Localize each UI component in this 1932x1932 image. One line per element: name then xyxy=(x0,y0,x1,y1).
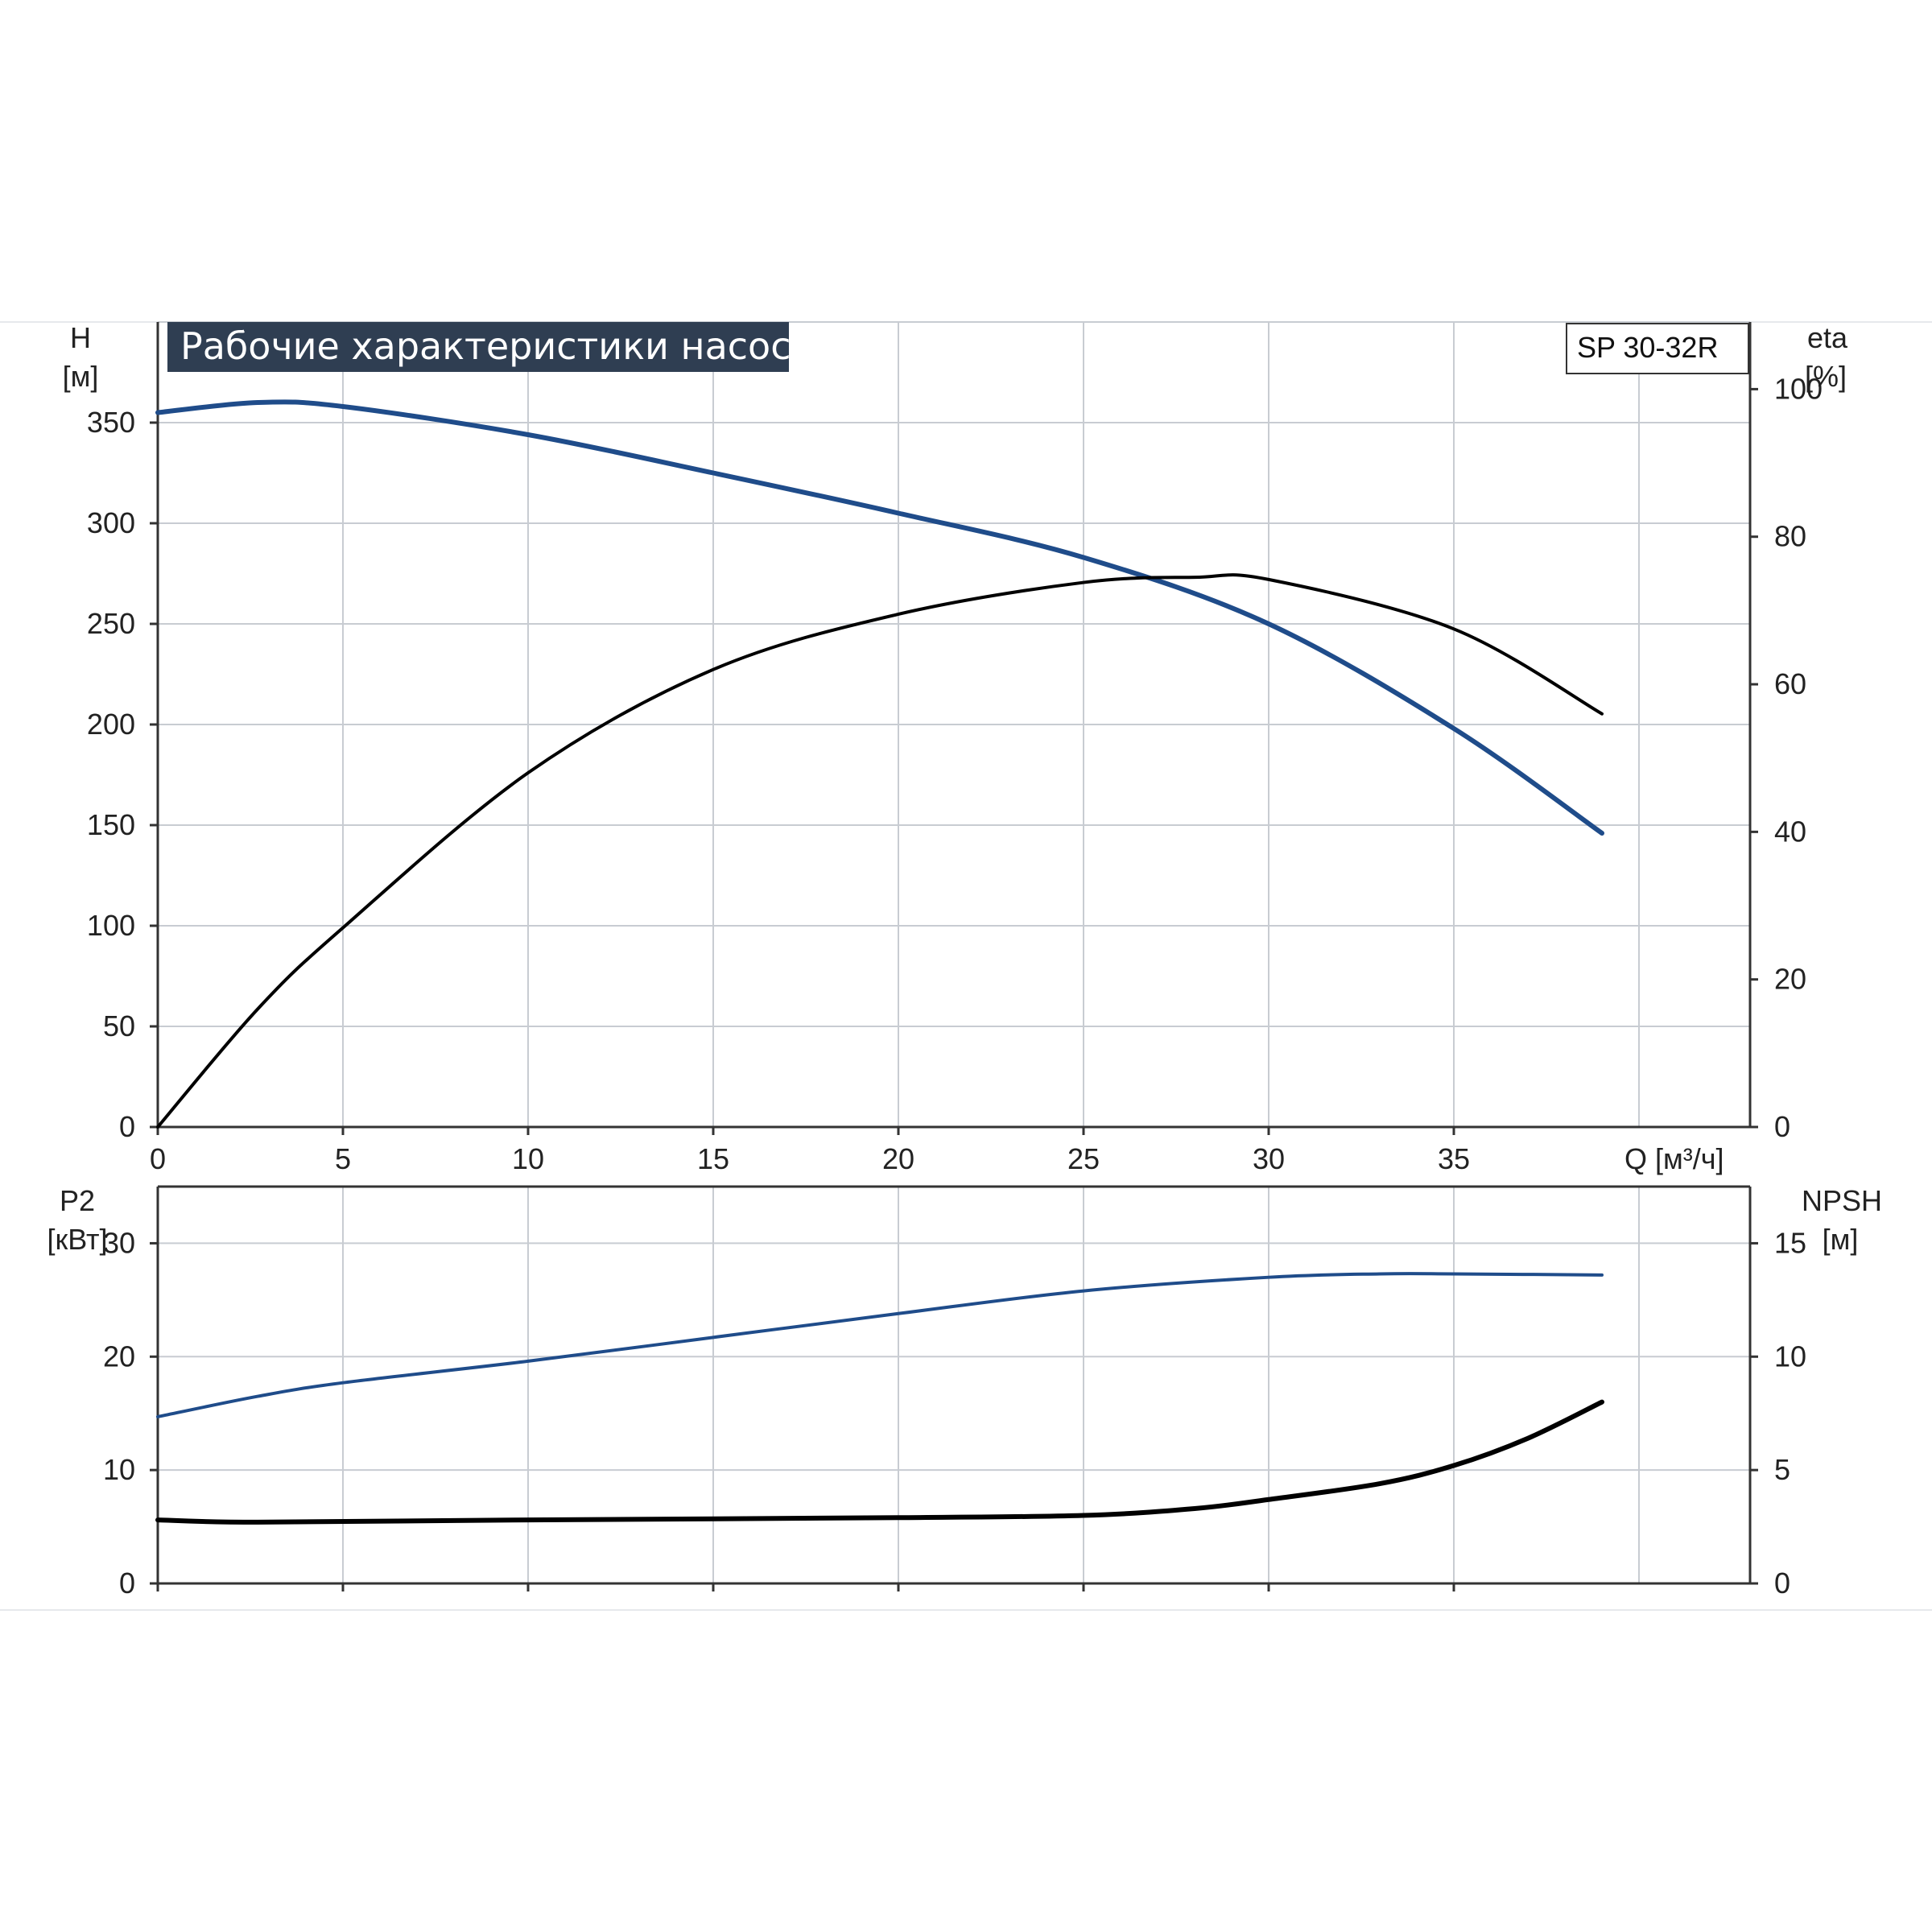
model-box-border xyxy=(1566,323,1749,374)
x-tick-label: 20 xyxy=(882,1142,914,1175)
x-tick-label: 30 xyxy=(1253,1142,1285,1175)
bottom-left-tick-label: 0 xyxy=(119,1567,135,1600)
h-curve xyxy=(155,399,1604,836)
bottom-panel-ticks: 0 10 20 30 0 5 10 15 xyxy=(103,1226,1806,1600)
q-axis-label: Q [м³/ч] xyxy=(1624,1142,1724,1175)
top-right-tick-label: 80 xyxy=(1774,520,1806,553)
top-left-tick-label: 200 xyxy=(87,708,135,741)
bottom-right-tick-label: 15 xyxy=(1774,1226,1806,1259)
bottom-right-tick-label: 10 xyxy=(1774,1340,1806,1373)
h-axis-unit: [м] xyxy=(63,360,99,393)
model-label: SP 30-32R xyxy=(1577,331,1718,364)
eta-axis-unit: [%] xyxy=(1805,360,1847,393)
eta-axis-label: eta xyxy=(1807,321,1848,354)
top-left-tick-label: 50 xyxy=(103,1009,135,1042)
bottom-panel-grid xyxy=(158,1187,1750,1583)
x-tick-label: 10 xyxy=(512,1142,544,1175)
title-background xyxy=(167,322,789,372)
x-tick-label: 0 xyxy=(150,1142,166,1175)
top-right-tick-label: 0 xyxy=(1774,1110,1790,1143)
top-right-tick-label: 20 xyxy=(1774,963,1806,996)
top-right-tick-label: 100 xyxy=(1774,372,1823,405)
bottom-left-tick-label: 20 xyxy=(103,1340,135,1373)
chart-title: Рабочие характеристики насоса xyxy=(180,324,814,368)
eta-curve xyxy=(156,573,1604,1129)
top-left-tick-label: 150 xyxy=(87,808,135,841)
npsh-axis-label: NPSH xyxy=(1802,1184,1882,1217)
x-tick-label: 15 xyxy=(697,1142,729,1175)
bottom-left-tick-label: 30 xyxy=(103,1226,135,1259)
bottom-panel-axes xyxy=(156,1185,1752,1585)
npsh-axis-unit: [м] xyxy=(1823,1223,1859,1256)
top-left-tick-label: 0 xyxy=(119,1110,135,1143)
x-tick-label: 5 xyxy=(335,1142,351,1175)
bottom-left-tick-label: 10 xyxy=(103,1453,135,1486)
p2-axis-unit: [кВт] xyxy=(47,1223,107,1256)
x-tick-label: 35 xyxy=(1438,1142,1470,1175)
top-right-tick-label: 60 xyxy=(1774,667,1806,700)
model-box: SP 30-32R xyxy=(1566,323,1749,374)
top-panel-grid xyxy=(158,321,1750,1127)
top-left-tick-label: 100 xyxy=(87,909,135,942)
top-left-tick-label: 250 xyxy=(87,607,135,640)
top-left-tick-label: 300 xyxy=(87,506,135,539)
x-tick-label: 25 xyxy=(1067,1142,1100,1175)
chart-curves xyxy=(155,399,1604,1525)
p2-curve xyxy=(156,1272,1604,1418)
bottom-right-tick-label: 0 xyxy=(1774,1567,1790,1600)
chart-title-box: Рабочие характеристики насоса xyxy=(167,322,814,372)
p2-axis-label: P2 xyxy=(60,1184,95,1217)
npsh-curve xyxy=(155,1399,1604,1525)
h-axis-label: H xyxy=(70,321,91,354)
top-panel-ticks: 0 50 100 150 200 250 300 350 0 20 40 60 80 100 0 5 10 15 2… xyxy=(87,372,1823,1175)
bottom-right-tick-label: 5 xyxy=(1774,1453,1790,1486)
top-left-tick-label: 350 xyxy=(87,406,135,439)
top-right-tick-label: 40 xyxy=(1774,815,1806,848)
